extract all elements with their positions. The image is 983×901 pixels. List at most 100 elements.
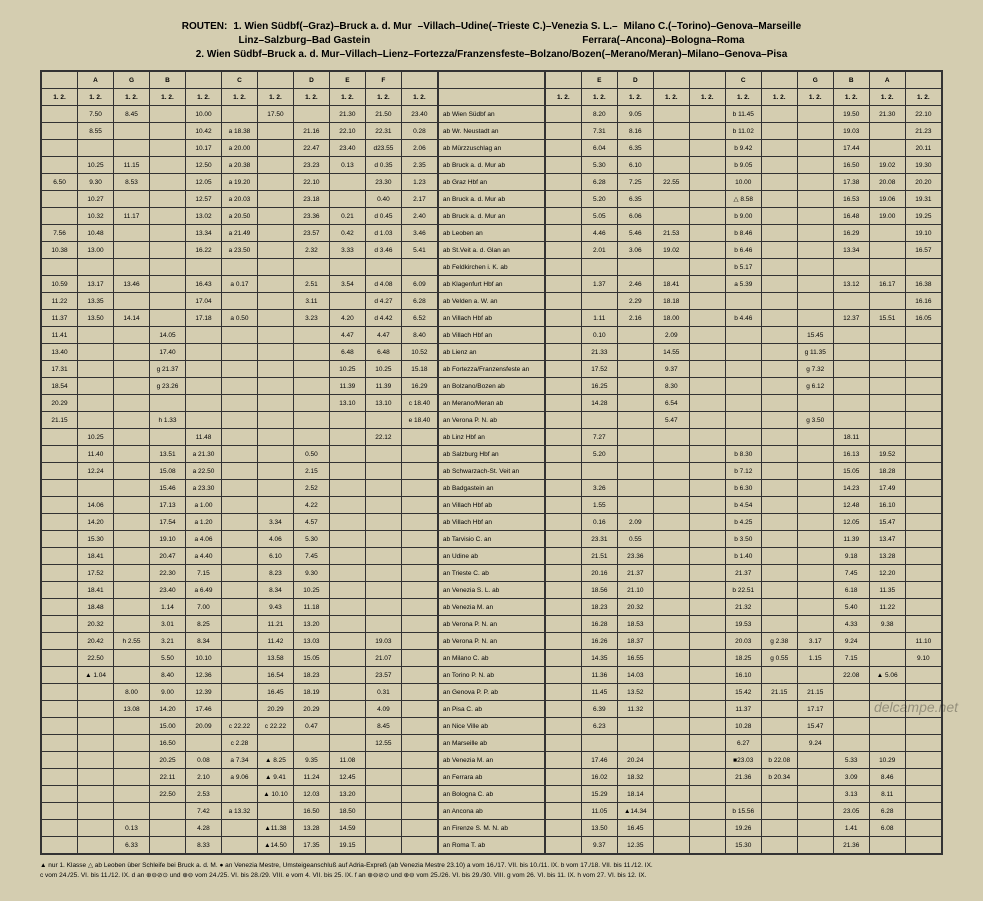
time-cell: 18.18	[653, 293, 689, 310]
time-cell	[329, 259, 365, 276]
time-cell: 3.13	[833, 786, 869, 803]
time-cell: 10.29	[869, 752, 905, 769]
time-cell	[293, 106, 329, 123]
time-cell	[689, 123, 725, 140]
time-cell	[833, 361, 869, 378]
time-cell	[401, 650, 438, 667]
time-cell: b 4.46	[725, 310, 761, 327]
class-header: 1. 2.	[545, 89, 582, 106]
time-cell: 18.41	[653, 276, 689, 293]
time-cell	[545, 837, 582, 855]
col-header-right	[689, 71, 725, 89]
time-cell	[545, 395, 582, 412]
class-header: 1. 2.	[905, 89, 942, 106]
station-cell: ab St.Veit a. d. Glan an	[438, 242, 545, 259]
time-cell: 2.16	[617, 310, 653, 327]
time-cell: 8.45	[365, 718, 401, 735]
time-cell	[401, 582, 438, 599]
time-cell	[365, 548, 401, 565]
time-cell	[114, 344, 150, 361]
time-cell: 21.33	[581, 344, 617, 361]
time-cell	[545, 225, 582, 242]
time-cell: 21.15	[41, 412, 78, 429]
time-cell	[653, 565, 689, 582]
time-cell	[78, 327, 114, 344]
time-cell: 1.15	[797, 650, 833, 667]
col-header-right	[761, 71, 797, 89]
time-cell	[689, 208, 725, 225]
time-cell	[905, 480, 942, 497]
time-cell	[689, 429, 725, 446]
time-cell	[221, 497, 257, 514]
time-cell: a 1.20	[185, 514, 221, 531]
time-cell: 22.11	[150, 769, 186, 786]
time-cell: 16.17	[869, 276, 905, 293]
class-header: 1. 2.	[150, 89, 186, 106]
time-cell	[365, 446, 401, 463]
time-cell: 6.48	[329, 344, 365, 361]
time-cell: 10.52	[401, 344, 438, 361]
time-cell	[78, 480, 114, 497]
time-cell: 1.55	[581, 497, 617, 514]
time-cell: 8.53	[114, 174, 150, 191]
route2a: Linz–Salzburg–Bad Gastein	[239, 34, 371, 48]
time-cell	[114, 140, 150, 157]
time-cell	[221, 361, 257, 378]
time-cell: 11.15	[114, 157, 150, 174]
time-cell	[114, 123, 150, 140]
time-cell: ▲ 9.41	[257, 769, 293, 786]
time-cell: 21.37	[725, 565, 761, 582]
time-cell	[78, 701, 114, 718]
time-cell: 12.48	[833, 497, 869, 514]
time-cell	[905, 565, 942, 582]
time-cell: 2.29	[617, 293, 653, 310]
station-cell: an Villach Hbf ab	[438, 497, 545, 514]
time-cell: a 13.32	[221, 803, 257, 820]
station-cell: an Udine ab	[438, 548, 545, 565]
time-cell	[114, 599, 150, 616]
time-cell: c 2.28	[221, 735, 257, 752]
table-row: 18.54g 23.2611.3911.3916.29an Bolzano/Bo…	[41, 378, 942, 395]
time-cell	[545, 446, 582, 463]
time-cell	[653, 735, 689, 752]
time-cell	[365, 786, 401, 803]
time-cell: 6.23	[581, 718, 617, 735]
time-cell: 10.32	[78, 208, 114, 225]
station-cell: ab Villach Hbf an	[438, 327, 545, 344]
time-cell: 20.11	[905, 140, 942, 157]
time-cell	[185, 412, 221, 429]
time-cell	[869, 837, 905, 855]
time-cell: 21.10	[617, 582, 653, 599]
time-cell: 8.20	[581, 106, 617, 123]
time-cell: 13.10	[329, 395, 365, 412]
station-cell: ab Badgastein an	[438, 480, 545, 497]
time-cell: 20.32	[78, 616, 114, 633]
station-cell: an Bolzano/Bozen ab	[438, 378, 545, 395]
time-cell: 21.07	[365, 650, 401, 667]
time-cell	[653, 208, 689, 225]
time-cell	[617, 344, 653, 361]
time-cell: 20.32	[617, 599, 653, 616]
time-cell	[653, 599, 689, 616]
time-cell	[545, 310, 582, 327]
time-cell: 7.42	[185, 803, 221, 820]
time-cell	[689, 769, 725, 786]
col-header-left	[257, 71, 293, 89]
time-cell	[797, 157, 833, 174]
time-cell	[905, 684, 942, 701]
time-cell: b 6.46	[725, 242, 761, 259]
time-cell	[401, 463, 438, 480]
time-cell	[329, 191, 365, 208]
time-cell	[78, 395, 114, 412]
time-cell: 8.34	[257, 582, 293, 599]
station-cell: ab Tarvisio C. an	[438, 531, 545, 548]
time-cell: 19.25	[905, 208, 942, 225]
time-cell	[545, 803, 582, 820]
time-cell: 21.36	[833, 837, 869, 855]
time-cell	[653, 684, 689, 701]
time-cell: g 21.37	[150, 361, 186, 378]
time-cell: 17.38	[833, 174, 869, 191]
time-cell: 14.28	[581, 395, 617, 412]
station-cell: an Merano/Meran ab	[438, 395, 545, 412]
col-header-right: B	[833, 71, 869, 89]
